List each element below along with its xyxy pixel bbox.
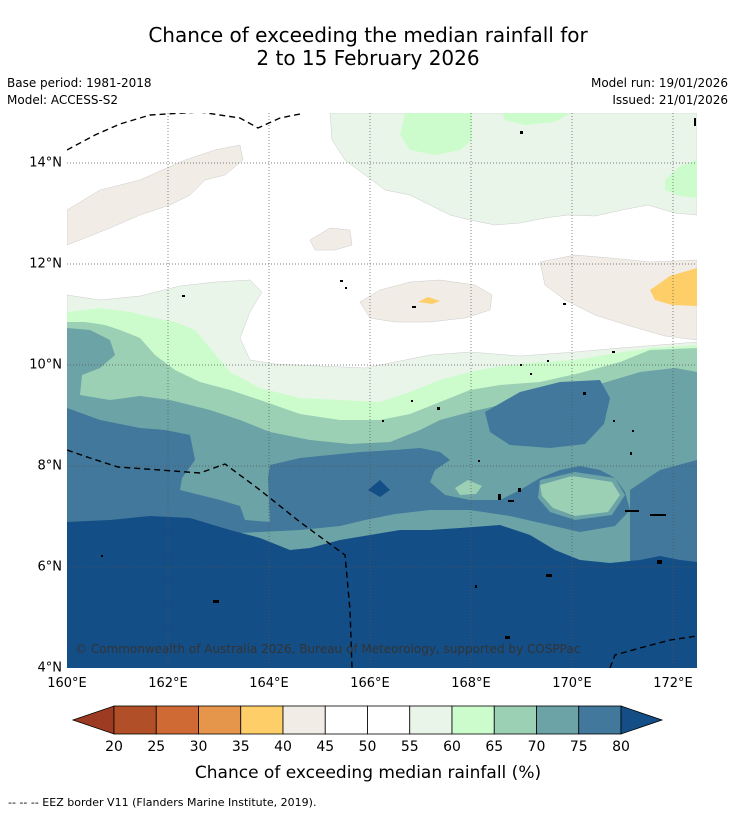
band-35-40-east <box>650 268 697 306</box>
colorbar-over-arrow <box>620 705 664 735</box>
lon-label-168: 168°E <box>451 676 491 691</box>
title-line-2: 2 to 15 February 2026 <box>256 46 480 70</box>
colorbar-cell <box>155 705 199 735</box>
islands <box>101 118 696 639</box>
lat-label-14: 14°N <box>29 156 62 171</box>
map-fill-layers: © Commonwealth of Australia 2026, Bureau… <box>67 113 697 668</box>
colorbar-tick-label: 75 <box>570 739 588 755</box>
model-name: Model: ACCESS-S2 <box>7 93 119 107</box>
colorbar-cell <box>451 705 495 735</box>
colorbar-cell <box>536 705 580 735</box>
lat-label-12: 12°N <box>29 257 62 272</box>
colorbar-tick-label: 55 <box>401 739 419 755</box>
colorbar-cell <box>282 705 326 735</box>
axis-labels: 14°N 12°N 10°N 8°N 6°N 4°N 160°E 162°E 1… <box>29 156 693 692</box>
colorbar-under-arrow <box>71 705 115 735</box>
band-40-45-center <box>309 227 353 251</box>
lon-label-162: 162°E <box>148 676 188 691</box>
base-period: Base period: 1981-2018 <box>7 76 152 90</box>
band-65-70-pocket <box>540 476 620 516</box>
band-65-70-pocket-small <box>455 480 482 495</box>
lon-label-164: 164°E <box>249 676 289 691</box>
colorbar-tick-label: 25 <box>147 739 165 755</box>
band-75-80 <box>67 408 630 534</box>
model-run: Model run: 19/01/2026 <box>590 76 728 90</box>
colorbar-tick-label: 50 <box>359 739 377 755</box>
lat-label-6: 6°N <box>38 560 63 575</box>
colorbar-tick-label: 30 <box>190 739 208 755</box>
colorbar-tick-label: 65 <box>485 739 503 755</box>
colorbar-tick-label: 20 <box>105 739 123 755</box>
colorbar-cell <box>240 705 284 735</box>
copyright-text: © Commonwealth of Australia 2026, Bureau… <box>75 642 580 656</box>
lon-label-172: 172°E <box>653 676 693 691</box>
colorbar-cell <box>324 705 368 735</box>
lon-label-170: 170°E <box>552 676 592 691</box>
colorbar-tick-label: 40 <box>274 739 292 755</box>
colorbar-cell <box>578 705 622 735</box>
colorbar-cell <box>113 705 157 735</box>
lat-label-4: 4°N <box>38 661 63 676</box>
lon-label-166: 166°E <box>350 676 390 691</box>
colorbar-tick-label: 70 <box>528 739 546 755</box>
colorbar-label: Chance of exceeding median rainfall (%) <box>195 763 541 783</box>
band-60-65-northeast <box>502 113 570 125</box>
colorbar: 20 25 30 35 40 45 50 55 60 65 70 75 80 Chance of exc… <box>71 705 664 783</box>
colorbar-cell <box>409 705 453 735</box>
band-40-45-east <box>539 254 697 341</box>
band-60-65-north <box>400 113 472 155</box>
colorbar-tick-label: 60 <box>443 739 461 755</box>
gridlines <box>67 113 697 668</box>
band-over-80 <box>67 516 697 652</box>
colorbar-tick-label: 35 <box>232 739 250 755</box>
colorbar-tick-label: 80 <box>612 739 630 755</box>
lat-label-10: 10°N <box>29 358 62 373</box>
colorbar-cell <box>367 705 411 735</box>
issued-date: Issued: 21/01/2026 <box>612 93 728 107</box>
band-over-80-south <box>67 624 697 668</box>
colorbar-cell <box>493 705 537 735</box>
colorbar-tick-label: 45 <box>316 739 334 755</box>
colorbar-cell <box>198 705 242 735</box>
lon-label-160: 160°E <box>47 676 87 691</box>
eez-border <box>67 113 697 668</box>
band-40-45-northwest <box>67 144 244 246</box>
band-35-40-mid <box>418 297 440 304</box>
colorbar-cells <box>113 705 622 735</box>
title-line-1: Chance of exceeding the median rainfall … <box>148 23 588 47</box>
band-over-80-spot <box>368 480 390 497</box>
eez-legend: -- -- -- EEZ border V11 (Flanders Marine… <box>8 796 317 809</box>
lat-label-8: 8°N <box>38 459 63 474</box>
colorbar-ticks: 20 25 30 35 40 45 50 55 60 65 70 75 80 <box>105 739 630 755</box>
band-75-80-pocket <box>485 380 610 448</box>
